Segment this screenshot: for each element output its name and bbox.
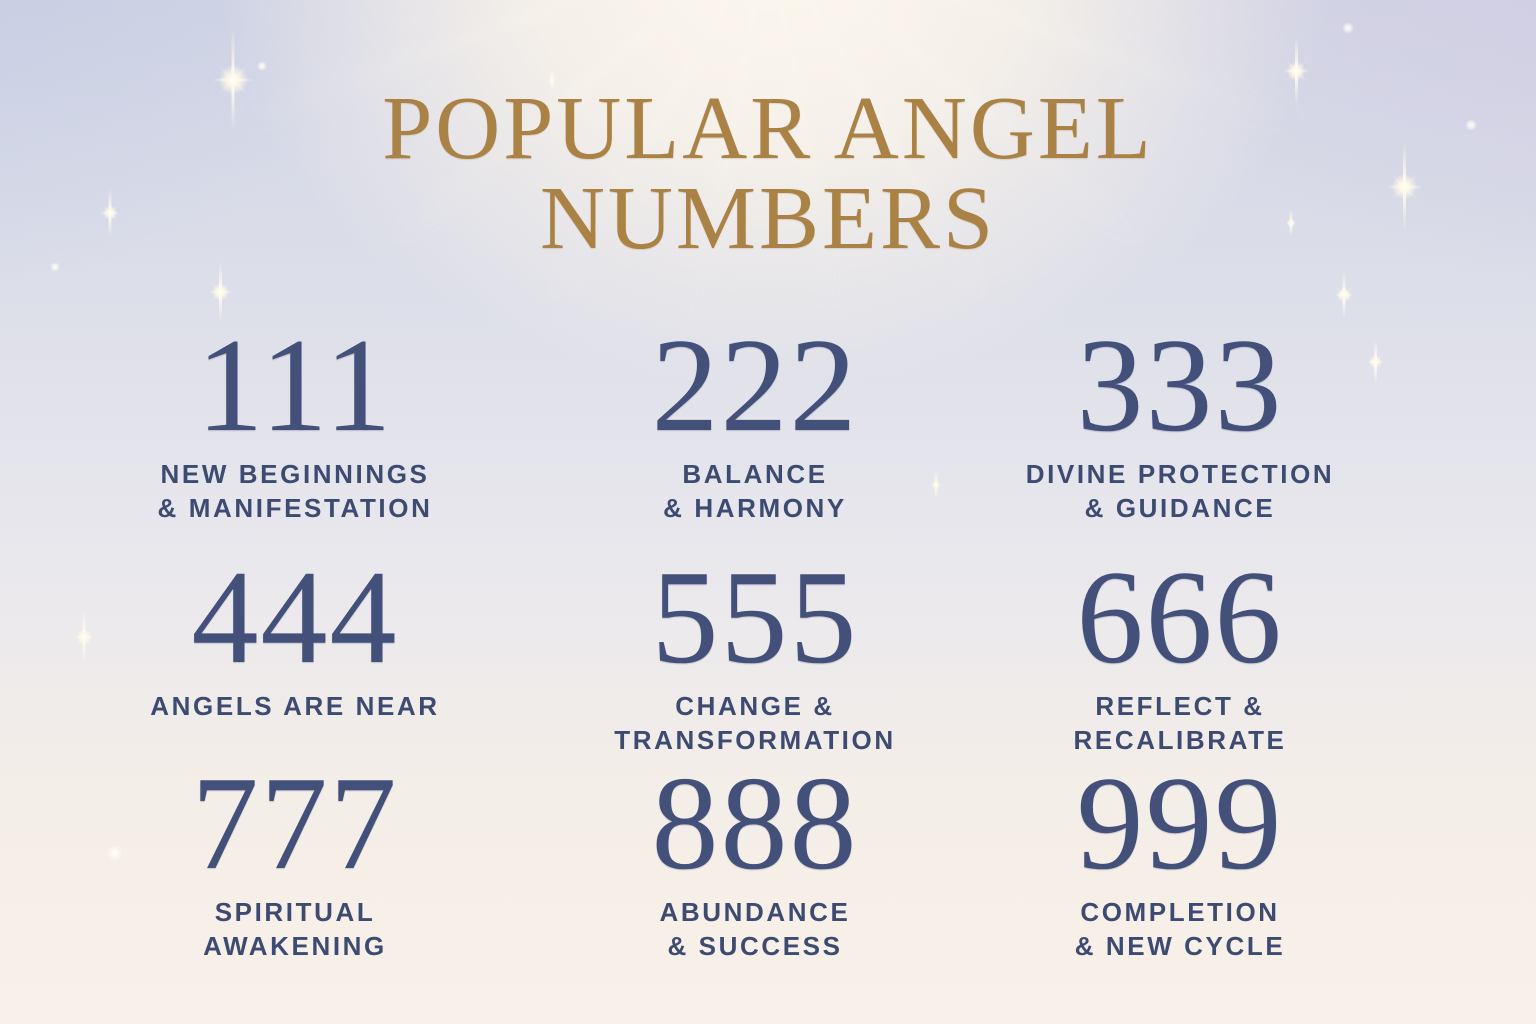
angel-number-meaning: COMPLETION & NEW CYCLE (1074, 897, 1286, 961)
sparkle-star-icon (1329, 271, 1359, 319)
angel-number-card-888: 888 ABUNDANCE & SUCCESS (525, 749, 985, 963)
angel-number-card-555: 555 CHANGE & TRANSFORMATION (525, 543, 985, 760)
poster-title-line2: NUMBERS (539, 169, 997, 268)
angel-number-card-777: 777 SPIRITUAL AWAKENING (65, 749, 525, 963)
angel-number-card-222: 222 BALANCE & HARMONY (525, 311, 985, 554)
angel-number: 777 (191, 749, 399, 897)
angel-number: 333 (1076, 311, 1284, 459)
angel-number: 222 (651, 311, 859, 459)
angel-number-card-111: 111 NEW BEGINNINGS & MANIFESTATION (65, 311, 525, 554)
angel-number-card-333: 333 DIVINE PROTECTION & GUIDANCE (985, 311, 1375, 554)
angel-number: 888 (651, 749, 859, 897)
sparkle-dot-icon (257, 61, 267, 71)
angel-number: 111 (196, 311, 394, 459)
angel-number: 666 (1076, 543, 1284, 691)
angel-number-meaning: BALANCE & HARMONY (663, 459, 847, 523)
angel-number-meaning: SPIRITUAL AWAKENING (203, 897, 387, 961)
angel-number: 444 (191, 543, 399, 691)
angel-numbers-grid: 111 NEW BEGINNINGS & MANIFESTATION 222 B… (65, 311, 1375, 963)
angel-number: 555 (651, 543, 859, 691)
angel-number-meaning: REFLECT & RECALIBRATE (1073, 691, 1287, 755)
angel-number-card-666: 666 REFLECT & RECALIBRATE (985, 543, 1375, 760)
angel-number-meaning: ABUNDANCE & SUCCESS (659, 897, 851, 961)
angel-number-card-444: 444 ANGELS ARE NEAR (65, 543, 525, 760)
angel-number-card-999: 999 COMPLETION & NEW CYCLE (985, 749, 1375, 963)
poster-title-line1: POPULAR ANGEL (382, 79, 1154, 178)
angel-number-meaning: ANGELS ARE NEAR (150, 691, 440, 721)
angel-number-meaning: CHANGE & TRANSFORMATION (614, 691, 896, 755)
sparkle-dot-icon (1342, 22, 1354, 34)
angel-number-meaning: DIVINE PROTECTION & GUIDANCE (1025, 459, 1335, 523)
angel-number: 999 (1076, 749, 1284, 897)
poster-title: POPULAR ANGEL NUMBERS (0, 84, 1536, 264)
angel-number-meaning: NEW BEGINNINGS & MANIFESTATION (157, 459, 433, 523)
